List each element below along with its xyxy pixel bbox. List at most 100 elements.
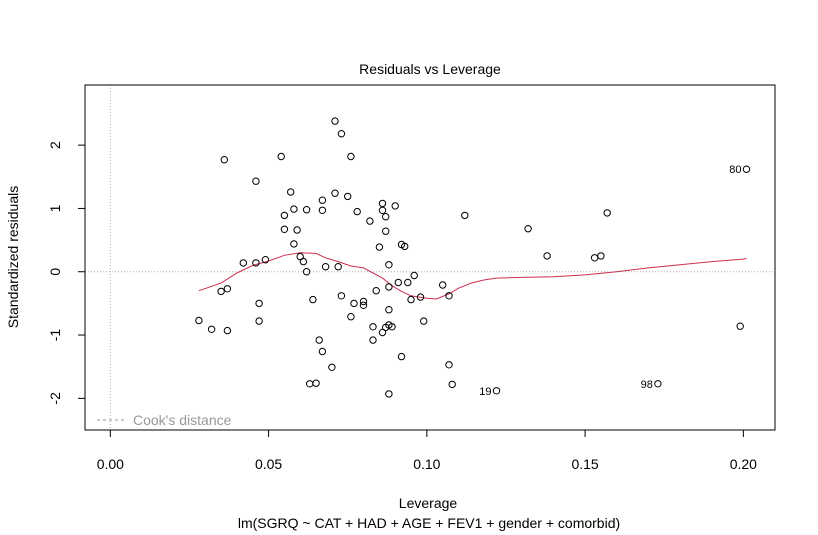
data-point — [382, 227, 390, 235]
data-point — [416, 293, 425, 301]
point-label: 80 — [729, 164, 741, 176]
data-point — [255, 317, 263, 325]
data-point — [344, 192, 352, 201]
data-point — [448, 380, 456, 389]
chart-subtitle: lm(SGRQ ~ CAT + HAD + AGE + FEV1 + gende… — [238, 515, 620, 531]
y-tick-label: 1 — [47, 204, 63, 212]
data-point — [312, 379, 320, 387]
data-point — [742, 165, 751, 173]
data-point — [382, 213, 390, 221]
reference-lines — [85, 85, 775, 430]
data-point — [369, 323, 377, 331]
y-tick-label: 2 — [47, 141, 63, 149]
data-point — [290, 205, 298, 213]
x-tick-label: 0.15 — [571, 456, 598, 472]
data-point — [359, 297, 368, 306]
x-tick-label: 0.20 — [730, 456, 757, 472]
data-point — [445, 361, 453, 369]
data-point — [347, 313, 355, 321]
data-point — [302, 268, 311, 276]
data-point — [252, 177, 260, 185]
data-point — [287, 188, 295, 196]
data-point — [375, 243, 384, 251]
data-point — [261, 256, 270, 264]
data-point — [337, 130, 346, 138]
data-point — [353, 207, 361, 216]
data-point — [293, 226, 301, 234]
data-point — [318, 206, 327, 215]
data-point — [372, 287, 380, 295]
data-point — [315, 336, 323, 344]
data-point — [337, 292, 346, 300]
y-axis-label: Standardized residuals — [5, 186, 21, 328]
data-point — [543, 252, 551, 260]
data-point — [359, 301, 368, 309]
data-point — [255, 299, 263, 308]
legend-label: Cook's distance — [133, 412, 232, 428]
smooth-line-layer — [198, 252, 747, 300]
x-tick-label: 0.00 — [97, 456, 124, 472]
data-point — [597, 252, 605, 260]
data-point — [385, 390, 393, 398]
data-point — [385, 306, 393, 314]
data-point — [378, 199, 387, 208]
data-point — [385, 283, 393, 291]
data-point — [350, 299, 358, 308]
data-point — [280, 211, 289, 220]
x-tick-label: 0.10 — [413, 456, 440, 472]
legend: Cook's distance — [97, 412, 232, 428]
data-point — [217, 287, 225, 296]
chart-title: Residuals vs Leverage — [359, 61, 501, 77]
data-point — [378, 328, 387, 337]
data-point — [420, 317, 428, 325]
data-point — [318, 196, 327, 204]
data-point — [239, 259, 248, 267]
data-point — [407, 295, 415, 304]
data-point — [439, 281, 447, 289]
y-tick-label: -2 — [47, 392, 63, 405]
data-point — [280, 225, 289, 234]
data-point — [394, 278, 402, 287]
point-label: 98 — [641, 379, 653, 391]
data-point — [195, 316, 203, 325]
data-point — [461, 211, 469, 220]
data-point — [654, 380, 662, 388]
data-point — [388, 323, 396, 331]
y-tick-label: -1 — [47, 329, 63, 342]
data-point — [252, 259, 260, 267]
data-point — [366, 217, 374, 225]
data-point — [347, 152, 355, 161]
x-axis: 0.00 0.05 0.10 0.15 0.20 — [97, 429, 757, 472]
data-point — [331, 117, 339, 125]
data-point — [220, 156, 229, 164]
data-point — [404, 278, 412, 287]
data-point — [378, 206, 387, 215]
data-point — [277, 152, 285, 161]
x-axis-label: Leverage — [399, 495, 458, 511]
y-axis: -2 -1 0 1 2 — [47, 141, 86, 405]
points-layer — [195, 117, 751, 398]
point-label: 19 — [479, 386, 491, 398]
data-point — [318, 347, 327, 356]
y-tick-label: 0 — [47, 268, 63, 276]
data-point — [321, 263, 330, 271]
data-point — [331, 189, 339, 197]
point-labels-layer: 80 19 98 — [479, 164, 741, 398]
data-point — [302, 206, 311, 214]
data-point — [328, 363, 336, 371]
data-point — [299, 257, 308, 266]
data-point — [385, 261, 393, 269]
data-point — [391, 202, 399, 210]
data-point — [369, 336, 377, 344]
data-point — [290, 240, 298, 248]
data-point — [736, 322, 744, 330]
data-point — [410, 271, 418, 280]
data-point — [223, 285, 232, 293]
x-tick-label: 0.05 — [255, 456, 282, 472]
data-point — [397, 352, 406, 361]
smooth-line — [198, 252, 747, 300]
data-point — [334, 263, 342, 271]
data-point — [603, 209, 611, 217]
